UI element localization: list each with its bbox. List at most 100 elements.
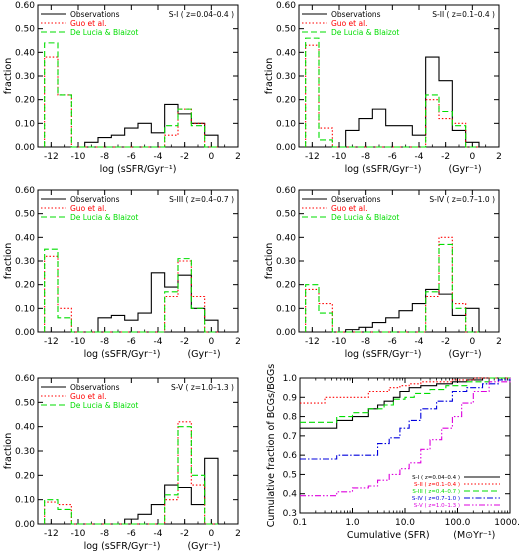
x-tick-label: 0 (208, 529, 214, 539)
x-tick-label: -12 (44, 152, 59, 162)
y-tick-label: 0.20 (15, 96, 35, 106)
x-axis-label: log (sSFR/Gyr⁻¹) (100, 164, 177, 175)
series-3-histogram (44, 42, 218, 148)
y-tick-label: 0.10 (15, 304, 35, 314)
x-tick-label: 2 (235, 152, 241, 162)
y-tick-label: 0.60 (276, 1, 296, 11)
y-tick-label: 0.40 (15, 233, 35, 243)
panel-1: -12 -10 -8 -6 -4 -2 0 2 0.00 0.10 0.20 0.30 0.40 0.50… (3, 1, 241, 175)
x-tick-label: -10 (332, 152, 347, 162)
x-tick-label: -4 (415, 152, 424, 162)
x-tick-label: -8 (361, 152, 370, 162)
plot-frame (37, 377, 239, 525)
series-3-histogram (305, 243, 479, 333)
cumulative-line-1 (300, 377, 510, 429)
x-tick-label: -4 (154, 529, 163, 539)
legend-label-1: Observations (331, 10, 381, 19)
y-tick-label: 0.60 (15, 186, 35, 196)
plot-frame (37, 189, 239, 333)
y-tick-label: 0.7 (283, 432, 297, 442)
panel-5: -12 -10 -8 -6 -4 -2 0 2 0.00 0.10 0.20 0.30 0.40 0.50… (3, 374, 241, 551)
x-axis-unit: (Gyr⁻¹) (448, 349, 481, 360)
x-axis-label: log (sSFR/Gyr⁻¹) (345, 349, 422, 360)
series-1-histogram (44, 272, 219, 333)
x-tick-label: -4 (154, 152, 163, 162)
y-tick-label: 0.00 (15, 328, 35, 338)
panel-annotation: S-II ( z=0.1–0.4 ) (432, 10, 495, 19)
panel-4: -12 -10 -8 -6 -4 -2 0 2 0.00 0.10 0.20 0.30 0.40 0.50… (264, 186, 502, 360)
panel-annotation: S-I ( z=0.04–0.4 ) (169, 10, 234, 19)
x-tick-label: 0 (208, 152, 214, 162)
legend-label-1: Observations (70, 195, 120, 204)
y-tick-label: 0.50 (15, 210, 35, 220)
x-axis-unit: (Gyr⁻¹) (187, 541, 220, 551)
x-tick-label: -4 (415, 337, 424, 347)
y-tick-label: 0.8 (283, 413, 298, 423)
x-tick-label: -10 (71, 529, 86, 539)
x-tick-label: -2 (441, 152, 450, 162)
x-tick-label: -8 (100, 152, 109, 162)
legend-label-2: Guo et al. (70, 19, 107, 28)
y-axis-label: fraction (264, 58, 275, 95)
y-axis-label: Cumulative fraction of BCGs/BGGs (266, 364, 277, 527)
x-tick-label: 0 (469, 152, 475, 162)
y-tick-label: 1.0 (283, 374, 298, 384)
x-tick-label: -12 (305, 152, 320, 162)
cumulative-line-3 (300, 377, 510, 423)
legend-label-1: Observations (70, 10, 120, 19)
series-3-histogram (305, 37, 479, 148)
x-tick-label: -2 (180, 337, 189, 347)
legend-label-1: Observations (70, 383, 120, 392)
y-tick-label: 0.30 (15, 72, 35, 82)
x-tick-label: -2 (180, 152, 189, 162)
x-axis-unit: (M⊙Yr⁻¹) (453, 530, 495, 541)
series-2-histogram (44, 421, 218, 525)
y-tick-label: 0.30 (15, 257, 35, 267)
y-axis-label: fraction (3, 58, 14, 95)
x-tick-label: -10 (332, 337, 347, 347)
panel-annotation: S-V ( z=1.0–1.3 ) (171, 383, 234, 392)
y-axis-label: fraction (264, 243, 275, 280)
x-tick-label: 2 (496, 152, 502, 162)
y-tick-label: 0.50 (15, 25, 35, 35)
series-1-histogram (305, 288, 480, 333)
x-tick-label: -8 (100, 337, 109, 347)
x-axis-unit: (Gyr⁻¹) (448, 164, 481, 175)
y-tick-label: 0.50 (276, 25, 296, 35)
legend-label-3: S-III ( z=0.4–0.7 ) (412, 489, 460, 495)
legend-label-2: Guo et al. (70, 204, 107, 213)
y-tick-label: 0.20 (15, 281, 35, 291)
y-tick-label: 0.6 (283, 451, 298, 461)
y-tick-label: 0.40 (15, 423, 35, 433)
legend-label-5: S-V ( z=1.0–1.3 ) (414, 503, 460, 509)
y-axis-label: fraction (3, 243, 14, 280)
legend-label-2: Guo et al. (331, 204, 368, 213)
x-tick-label: -2 (180, 529, 189, 539)
legend-label-2: Guo et al. (331, 19, 368, 28)
legend-label-4: S-IV ( z=0.7–1.0 ) (412, 496, 460, 502)
x-tick-label: -6 (127, 152, 136, 162)
y-tick-label: 0.20 (276, 281, 296, 291)
legend-label-2: S-II ( z=0.1–0.4 ) (414, 482, 460, 488)
x-axis-unit: (Gyr⁻¹) (187, 349, 220, 360)
x-tick-label: -4 (154, 337, 163, 347)
cumulative-line-2 (300, 377, 510, 404)
x-tick-label: 0 (469, 337, 475, 347)
x-tick-label: 1000.0 (494, 518, 520, 528)
panel-6: 0.1 1.0 10.0 100.0 1000.0 0.3 0.4 0.5 0.6 0.7 0.8 0… (266, 364, 520, 541)
x-tick-label: 1.0 (345, 518, 360, 528)
series-2-histogram (305, 236, 479, 333)
panel-annotation: S-III ( z=0.4–0.7 ) (169, 195, 234, 204)
x-axis-label: Cumulative (SFR) (347, 530, 430, 541)
y-tick-label: 0.10 (15, 496, 35, 506)
y-tick-label: 0.50 (15, 398, 35, 408)
x-axis-label: log (sSFR/Gyr⁻¹) (345, 164, 422, 175)
x-tick-label: -6 (127, 529, 136, 539)
legend-label-3: De Lucia & Blaizot (331, 28, 399, 37)
y-tick-label: 0.40 (276, 233, 296, 243)
x-tick-label: -10 (71, 152, 86, 162)
x-tick-label: -6 (127, 337, 136, 347)
y-tick-label: 0.00 (276, 328, 296, 338)
y-tick-label: 0.30 (276, 72, 296, 82)
